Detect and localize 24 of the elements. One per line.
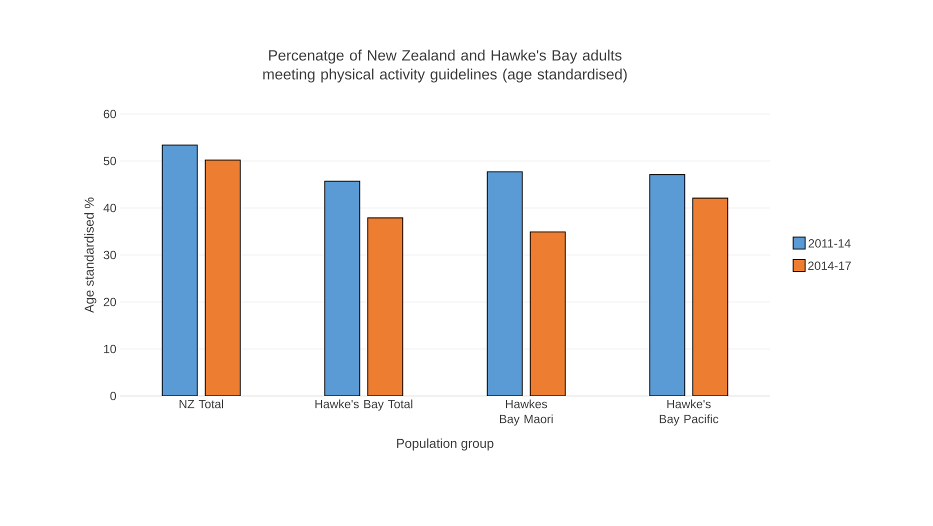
bar [692,198,728,396]
bar [162,144,198,396]
x-axis-title: Population group [397,438,494,451]
legend-label: 2014-17 [808,262,851,270]
x-tick-label: Hawke's Bay Total [315,400,412,411]
y-tick-label: 0 [110,392,116,400]
bar [324,180,360,396]
bar [649,174,686,396]
y-tick-label: 50 [104,156,116,166]
y-tick-label: 10 [104,344,116,354]
bar [530,232,566,396]
bar [204,160,241,396]
bar [486,171,523,396]
x-tick-label: Hawkes Bay Maori [500,400,553,426]
y-tick-label: 30 [104,250,116,260]
chart-title: Percenatge of New Zealand and Hawke's Bay adults meeting physical activity guidelines (age standardised) [263,50,627,82]
y-axis-title: Age standardised % [84,198,96,313]
bar [367,217,404,396]
x-tick-label: Hawke's Bay Pacific [660,400,718,426]
legend-label: 2011-14 [808,239,851,248]
y-tick-label: 60 [104,110,116,118]
x-tick-label: NZ Total [180,400,224,408]
y-tick-label: 40 [103,204,116,212]
y-tick-label: 20 [104,298,116,306]
